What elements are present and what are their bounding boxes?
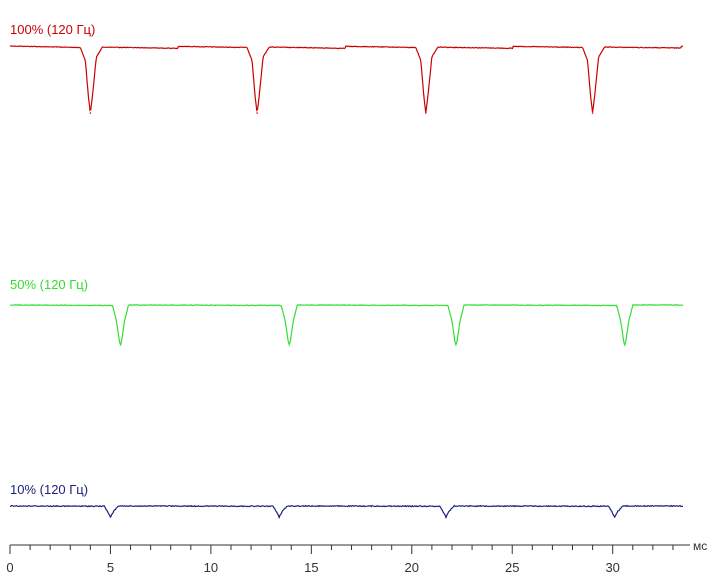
x-tick-label: 15 (304, 560, 318, 575)
dip-point (109, 516, 112, 518)
x-tick-label: 0 (6, 560, 13, 575)
x-tick-label: 25 (505, 560, 519, 575)
dip-point (89, 112, 92, 114)
x-tick-label: 20 (405, 560, 419, 575)
dip-point (288, 344, 291, 346)
x-unit-label: мс (693, 539, 707, 553)
dip-point (455, 344, 457, 346)
x-tick-label: 30 (605, 560, 619, 575)
series-label: 10% (120 Гц) (10, 482, 88, 497)
series-layer: 100% (120 Гц) 50% (120 Гц) 10% (120 Гц) (9, 22, 684, 520)
series-line (9, 303, 684, 347)
series-label: 100% (120 Гц) (10, 22, 95, 37)
dip-point (591, 112, 594, 114)
series-label: 50% (120 Гц) (10, 277, 88, 292)
series-2: 50% (120 Гц) (9, 277, 684, 347)
dip-point (256, 112, 258, 114)
dip-point (613, 516, 616, 518)
dip-point (425, 112, 427, 114)
series-1: 100% (120 Гц) (9, 22, 684, 114)
dip-point (278, 516, 281, 518)
series-line (9, 504, 683, 520)
dip-point (119, 344, 122, 346)
dip-point (445, 516, 447, 518)
x-tick-label: 10 (204, 560, 218, 575)
dip-point (623, 344, 626, 346)
series-3: 10% (120 Гц) (9, 482, 683, 520)
x-axis: 0 5 10 15 20 25 30 мс (6, 539, 707, 575)
x-tick-label: 5 (107, 560, 114, 575)
series-line (9, 45, 684, 113)
